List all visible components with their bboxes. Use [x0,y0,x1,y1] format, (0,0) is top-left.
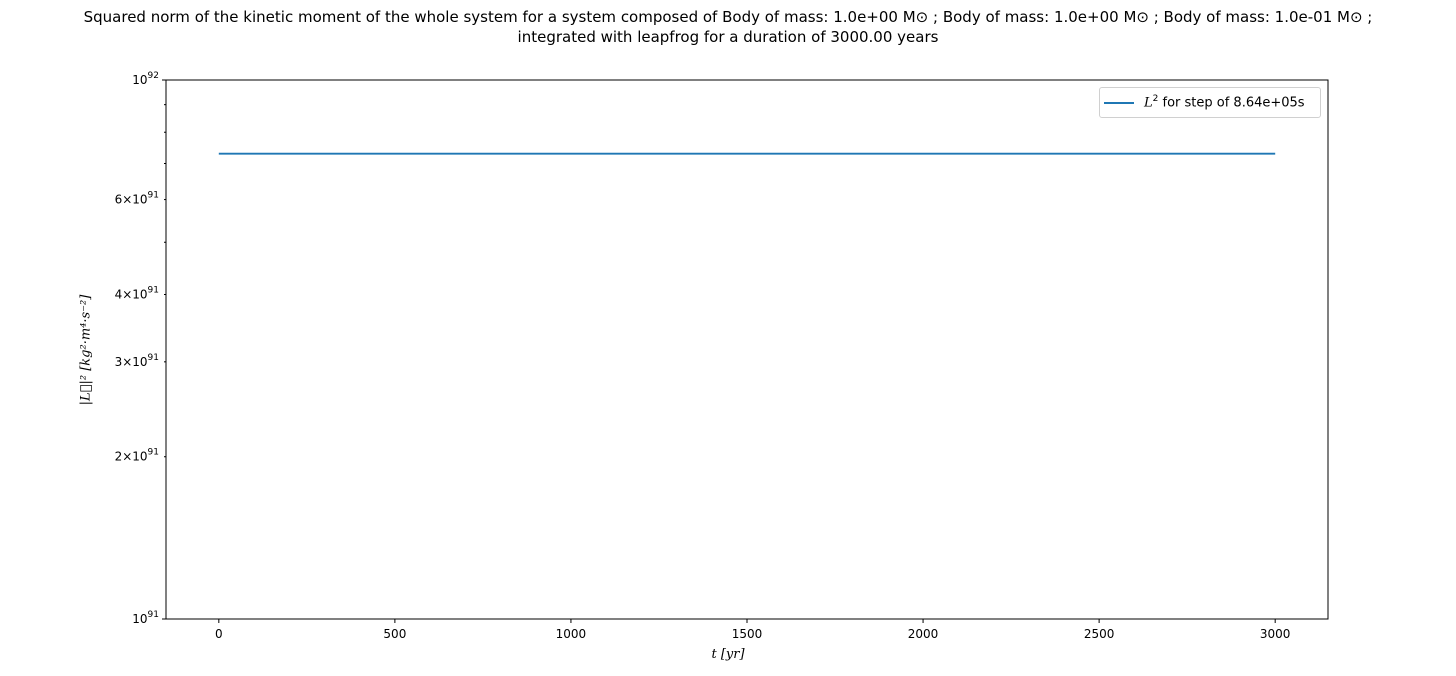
x-tick-label: 3000 [1260,627,1291,641]
legend-label-sup: 2 [1152,94,1159,104]
y-tick-label: 4×1091 [115,285,159,301]
chart-title-line2: integrated with leapfrog for a duration … [517,28,939,46]
y-tick-label: 6×1091 [115,191,159,207]
x-axis-label-unit: [yr] [720,647,745,662]
chart-title: Squared norm of the kinetic moment of th… [0,7,1456,47]
y-tick-label: 3×1091 [115,353,159,369]
axes-frame [165,79,1329,620]
legend-line-swatch [1104,102,1134,104]
legend-label-rest: for step of 8.64e+05s [1158,95,1305,111]
x-axis-label-var: t [711,647,717,662]
x-tick-label: 1000 [556,627,587,641]
legend: L2 for step of 8.64e+05s [1099,87,1321,118]
y-axis-label-text: |L⃗|² [kg²·m⁴·s⁻²] [78,294,94,406]
x-tick-label: 500 [383,627,406,641]
y-tick-label: 1091 [132,610,159,626]
x-axis-ticks: 0 500 1000 1500 2000 2500 3000 [215,619,1290,641]
x-tick-label: 0 [215,627,223,641]
y-axis-ticks: 1091 1092 2×1091 3×1091 4×1091 6×1091 [115,71,166,626]
legend-label-var: L [1144,95,1153,111]
legend-label: L2 for step of 8.64e+05s [1144,94,1305,110]
x-tick-label: 2000 [908,627,939,641]
x-tick-label: 2500 [1084,627,1115,641]
chart-title-line1: Squared norm of the kinetic moment of th… [83,8,1373,26]
y-axis-label: |L⃗|² [kg²·m⁴·s⁻²] [79,295,94,406]
x-tick-label: 1500 [732,627,763,641]
y-tick-label: 1092 [132,71,159,87]
x-axis-label: t [yr] [0,647,1456,662]
y-tick-label: 2×1091 [115,448,159,464]
